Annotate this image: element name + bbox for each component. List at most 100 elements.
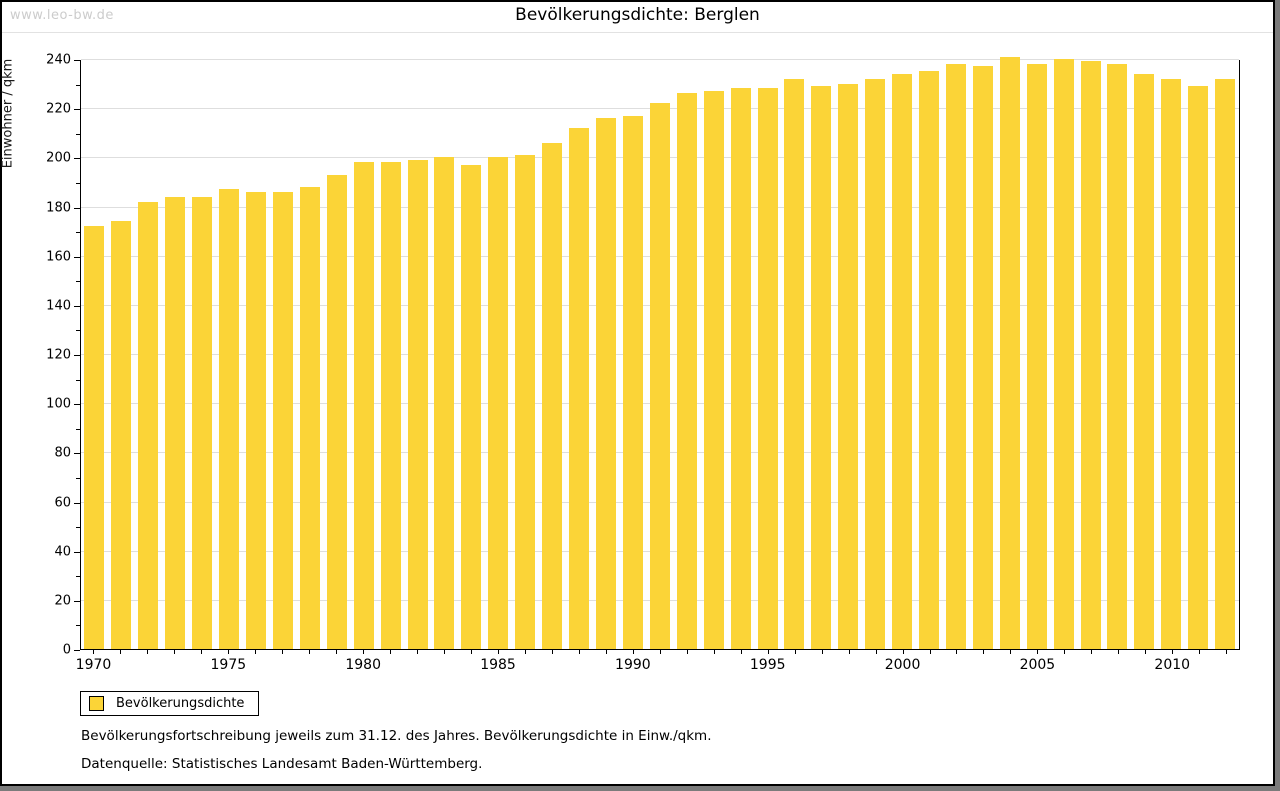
x-slot-2004: [1000, 650, 1020, 676]
x-slot-1999: [866, 650, 886, 676]
y-tick-10: [76, 625, 80, 627]
x-slot-1977: [272, 650, 292, 676]
gridline-y-240: [81, 59, 1239, 60]
bar-1982: [407, 160, 428, 649]
bar-1994: [730, 88, 751, 649]
x-tick-1990: [632, 650, 634, 654]
bar-2009: [1134, 74, 1155, 649]
bar-1974: [192, 197, 213, 649]
x-slot-1976: [245, 650, 265, 676]
y-tick-label-200: 200: [46, 150, 71, 166]
x-tick-2000: [902, 650, 904, 654]
bar-2003: [972, 66, 993, 649]
y-tick-100: [74, 404, 80, 406]
y-tick-label-100: 100: [46, 396, 71, 412]
x-tick-1972: [147, 650, 149, 654]
x-slot-1994: [731, 650, 751, 676]
x-tick-1987: [551, 650, 553, 654]
x-slot-1995: 1995: [750, 650, 786, 676]
bar-1975: [219, 189, 240, 649]
x-tick-label-2010: 2010: [1154, 657, 1191, 673]
x-tick-label-1975: 1975: [210, 657, 247, 673]
x-tick-2010: [1172, 650, 1174, 654]
y-tick-label-120: 120: [46, 347, 71, 363]
x-slot-1988: [569, 650, 589, 676]
x-tick-label-2005: 2005: [1019, 657, 1056, 673]
x-tick-2005: [1037, 650, 1039, 654]
bar-1985: [488, 157, 509, 649]
x-slot-2003: [973, 650, 993, 676]
x-tick-1983: [444, 650, 446, 654]
x-slot-1978: [299, 650, 319, 676]
x-tick-1998: [848, 650, 850, 654]
x-tick-1997: [821, 650, 823, 654]
x-slot-1984: [461, 650, 481, 676]
x-tick-1973: [174, 650, 176, 654]
x-slot-1996: [785, 650, 805, 676]
bar-series: [81, 57, 1239, 649]
bar-1979: [326, 175, 347, 649]
x-tick-1975: [228, 650, 230, 654]
x-tick-1982: [417, 650, 419, 654]
y-tick-label-0: 0: [62, 642, 71, 658]
footnote-data-source: Datenquelle: Statistisches Landesamt Bad…: [81, 756, 483, 772]
x-tick-1971: [120, 650, 122, 654]
y-tick-110: [76, 379, 80, 381]
bar-1991: [649, 103, 670, 649]
x-slot-2001: [920, 650, 940, 676]
y-tick-label-140: 140: [46, 298, 71, 314]
x-tick-2012: [1226, 650, 1228, 654]
bar-1996: [784, 79, 805, 649]
x-tick-1977: [282, 650, 284, 654]
legend-swatch-icon: [89, 696, 104, 711]
x-tick-1994: [740, 650, 742, 654]
y-tick-0: [74, 650, 80, 651]
x-slot-1971: [110, 650, 130, 676]
x-tick-1985: [498, 650, 500, 654]
bar-2001: [919, 71, 940, 649]
bar-1970: [84, 226, 105, 649]
x-slot-2012: [1216, 650, 1236, 676]
bar-1999: [865, 79, 886, 649]
x-tick-1984: [471, 650, 473, 654]
x-tick-2006: [1064, 650, 1066, 654]
x-tick-2004: [1010, 650, 1012, 654]
bar-1980: [353, 162, 374, 649]
bar-1984: [461, 165, 482, 649]
x-slot-1970: 1970: [76, 650, 111, 676]
y-tick-20: [74, 600, 80, 602]
bar-1977: [272, 192, 293, 649]
x-tick-2003: [983, 650, 985, 654]
y-tick-label-20: 20: [54, 593, 71, 609]
x-tick-2007: [1091, 650, 1093, 654]
x-tick-1988: [578, 650, 580, 654]
x-slot-2009: [1135, 650, 1155, 676]
x-slot-1974: [191, 650, 211, 676]
x-tick-2002: [956, 650, 958, 654]
x-tick-1986: [524, 650, 526, 654]
x-slot-1975: 1975: [211, 650, 246, 676]
y-tick-label-240: 240: [46, 52, 71, 68]
x-tick-1979: [336, 650, 338, 654]
x-tick-label-1985: 1985: [480, 657, 516, 673]
y-tick-240: [74, 60, 80, 61]
bar-2012: [1215, 79, 1236, 649]
x-tick-1989: [605, 650, 607, 654]
y-tick-70: [76, 477, 80, 479]
y-axis: 0 20 40 60 80 100 120 140 160 180 200 220 240: [2, 53, 80, 658]
y-tick-50: [76, 527, 80, 529]
y-tick-label-220: 220: [46, 101, 71, 117]
y-tick-label-80: 80: [54, 445, 71, 461]
y-tick-130: [76, 330, 80, 332]
x-slot-1973: [164, 650, 184, 676]
x-tick-2009: [1145, 650, 1147, 654]
x-slot-1991: [650, 650, 670, 676]
x-tick-2008: [1118, 650, 1120, 654]
x-tick-1974: [201, 650, 203, 654]
watermark: www.leo-bw.de: [10, 8, 114, 23]
x-slot-1972: [137, 650, 157, 676]
x-slot-1990: 1990: [615, 650, 651, 676]
bar-1981: [380, 162, 401, 649]
bar-1983: [434, 157, 455, 649]
bar-1992: [676, 93, 697, 649]
